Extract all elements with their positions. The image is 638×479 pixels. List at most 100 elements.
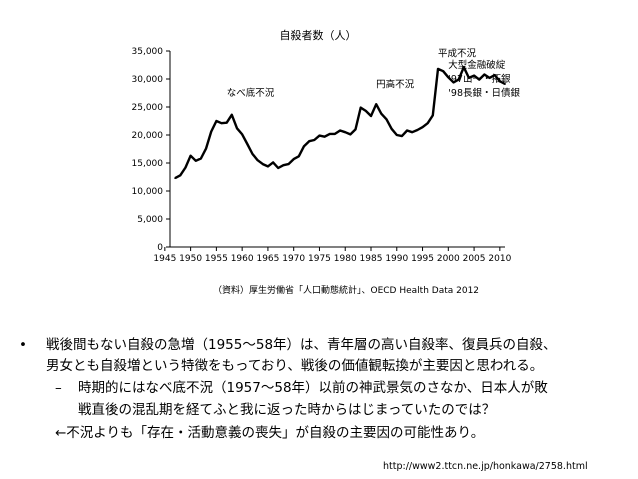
- x-tick-label: 1955: [205, 254, 228, 264]
- data-point: [215, 120, 218, 122]
- x-tick-label: 1985: [360, 254, 383, 264]
- data-point: [174, 177, 177, 180]
- x-tick-label: 1950: [179, 254, 202, 264]
- data-point: [189, 154, 192, 157]
- y-tick-label: 25,000: [132, 103, 164, 113]
- chart-source: （資料）厚生労働省「人口動態統計」、OECD Health Data 2012: [213, 284, 479, 296]
- data-point: [225, 121, 228, 124]
- x-tick-label: 2000: [437, 254, 460, 264]
- data-point: [473, 74, 475, 77]
- data-point: [426, 122, 429, 125]
- note-text: ←不況よりも「存在・活動意義の喪失」が自殺の主要因の可能性あり。: [55, 425, 485, 441]
- data-point: [251, 153, 254, 155]
- data-point: [292, 158, 295, 160]
- x-tick-label: 1980: [334, 254, 357, 264]
- data-point: [334, 132, 336, 135]
- chart-annotation: '98長銀・日債銀: [448, 87, 520, 99]
- data-point: [297, 155, 300, 158]
- source-url[interactable]: http://www2.ttcn.ne.jp/honkawa/2758.html: [383, 461, 588, 472]
- x-tick-label: 1975: [308, 254, 331, 264]
- data-point: [205, 147, 207, 150]
- y-tick-label: 0: [157, 243, 163, 253]
- x-tick-label: 1970: [282, 254, 305, 264]
- data-point: [184, 166, 187, 169]
- data-point: [303, 145, 305, 148]
- chart-ticks: 0 5,000 10,000 15,000 20,000 25,000 30,000 35,0…: [132, 47, 512, 264]
- data-point: [395, 134, 398, 136]
- chart-annotation: なべ底不況: [227, 87, 275, 99]
- data-point: [493, 74, 496, 76]
- y-tick-label: 30,000: [132, 75, 164, 85]
- x-tick-label: 1990: [385, 254, 408, 264]
- data-point: [282, 164, 285, 167]
- data-point: [339, 129, 341, 132]
- data-point: [421, 126, 424, 129]
- data-point: [241, 133, 244, 136]
- data-point: [462, 66, 465, 69]
- x-tick-label: 1965: [256, 254, 279, 264]
- chart-title: 自殺者数（人）: [280, 28, 357, 42]
- data-point: [468, 76, 470, 79]
- suicide-count-chart: 自殺者数（人） 0 5,000 10,000 15,000 20,000 25,000 30…: [132, 28, 521, 296]
- data-point: [272, 161, 274, 164]
- data-point: [364, 110, 367, 112]
- sub-bullet-text-1: 時期的にはなべ底不況（1957〜58年）以前の神武景気のさなか、日本人が敗: [78, 380, 548, 396]
- data-point: [380, 112, 383, 115]
- data-point: [200, 157, 202, 160]
- chart-annotation: 平成不況: [438, 48, 477, 60]
- data-point: [478, 78, 481, 81]
- data-point: [488, 76, 491, 79]
- data-point: [261, 163, 264, 166]
- data-point: [359, 106, 362, 109]
- data-point: [406, 129, 408, 132]
- data-point: [210, 130, 213, 133]
- data-point: [442, 70, 445, 73]
- data-point: [354, 128, 357, 131]
- data-point: [370, 115, 372, 117]
- data-point: [504, 83, 506, 85]
- data-point: [452, 81, 455, 84]
- data-point: [313, 139, 316, 141]
- data-point: [375, 103, 378, 106]
- y-tick-label: 5,000: [137, 215, 163, 225]
- data-point: [194, 159, 197, 162]
- data-point: [323, 135, 326, 138]
- x-tick-label: 1960: [231, 254, 254, 264]
- chart-series: [174, 65, 506, 180]
- data-point: [390, 127, 393, 130]
- data-point: [277, 167, 280, 169]
- chart-annotation: 円高不況: [376, 78, 415, 90]
- data-point: [236, 127, 238, 130]
- bullet-text-1: 戦後間もない自殺の急増（1955〜58年）は、青年層の高い自殺率、復員兵の自殺、: [46, 337, 557, 353]
- y-tick-label: 15,000: [132, 159, 164, 169]
- chart-axes: [169, 51, 505, 248]
- data-point: [437, 68, 439, 70]
- data-point: [318, 134, 321, 137]
- bullet-text-2: 男女とも自殺増という特徴をもっており、戦後の価値観転換が主要因と思われる。: [46, 358, 544, 374]
- chart-annotation: '97山一・拓銀: [448, 73, 511, 85]
- y-tick-label: 20,000: [132, 131, 164, 141]
- data-point: [267, 165, 269, 168]
- data-point: [344, 131, 347, 134]
- data-point: [230, 113, 233, 116]
- x-tick-label: 1945: [153, 254, 176, 264]
- data-point: [328, 132, 331, 135]
- data-point: [287, 163, 290, 166]
- data-point: [447, 76, 450, 79]
- data-point: [416, 129, 419, 131]
- y-tick-label: 10,000: [132, 187, 164, 197]
- data-point: [498, 80, 501, 83]
- data-point: [179, 174, 182, 177]
- data-point: [431, 114, 434, 117]
- chart-annotation: 大型金融破綻: [448, 59, 506, 71]
- data-point: [483, 73, 486, 76]
- data-point: [457, 78, 460, 81]
- y-tick-label: 35,000: [132, 47, 164, 57]
- data-point: [246, 143, 249, 145]
- data-point: [349, 133, 352, 136]
- data-point: [401, 135, 403, 138]
- x-tick-label: 2010: [488, 254, 511, 264]
- data-point: [256, 159, 259, 162]
- sub-bullet-text-2: 戦直後の混乱期を経てふと我に返った時からはじまっていたのでは？: [78, 402, 496, 418]
